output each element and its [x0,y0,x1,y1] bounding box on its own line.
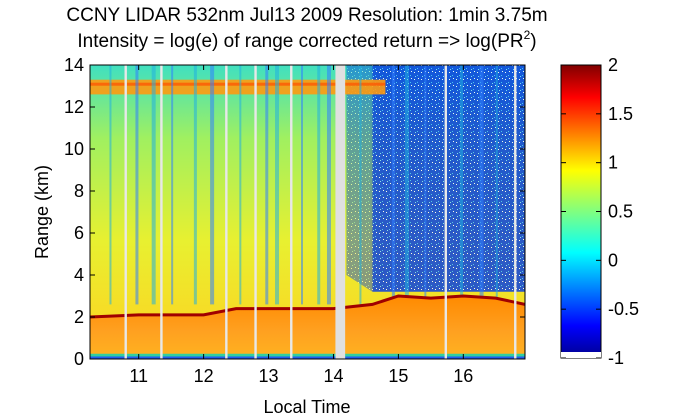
data-gap [514,65,517,359]
plot-frame [89,64,526,360]
x-axis-label: Local Time [263,397,350,417]
cloud-streak [317,65,321,305]
y-axis-label: Range (km) [32,165,52,259]
colorbar-tick-label: -1 [608,348,624,368]
noise-region [372,65,525,292]
x-axis: 11 12 13 14 15 16 [129,65,473,386]
y-tick-label: 10 [64,139,84,159]
y-tick-label: 0 [74,349,84,369]
title-line2-prefix: Intensity = log(e) of range corrected re… [77,31,523,52]
data-gap [254,65,257,359]
colorbar-tick-label: 1.5 [608,104,633,124]
cloud-streak [326,65,331,305]
y-tick-label: 12 [64,97,84,117]
cloud-streak [109,65,112,305]
data-gap [225,65,228,359]
y-tick-label: 4 [74,265,84,285]
surface-band-low [90,356,525,359]
cloud-streak [239,65,242,305]
colorbar-tick-label: 0.5 [608,202,633,222]
surface-band [90,353,525,359]
data-gap [444,65,447,359]
y-tick-label: 2 [74,307,84,327]
cloud-streak [135,65,139,305]
cloud-streak [460,65,464,305]
colorbar-tick-label: 0 [608,250,618,270]
cloud-streak [275,65,280,305]
cloud-streak [210,65,215,305]
cirrus-core [90,82,386,86]
x-tick-label: 16 [453,366,473,386]
cloud-streak [359,65,362,305]
data-gap [124,65,127,359]
title-line2-superscript: 2 [524,28,531,42]
cloud-streak [171,65,174,305]
cloud-streak [151,65,156,305]
chart-title-line1: CCNY LIDAR 532nm Jul13 2009 Resolution: … [66,5,547,26]
data-gap-wide [335,65,346,359]
y-tick-label: 8 [74,181,84,201]
cloud-streak [301,65,304,305]
boundary-layer [90,296,525,359]
cloud-streak [193,65,197,305]
cloud-streak [479,65,484,305]
title-line2-suffix: ) [530,31,536,52]
y-tick-label: 6 [74,223,84,243]
colorbar [560,64,602,359]
y-axis: 0 2 4 6 8 10 12 14 [64,55,525,369]
heatmap-image [90,65,525,359]
x-tick-label: 12 [194,366,214,386]
x-tick-label: 11 [129,366,148,386]
colorbar-tick-label: -0.5 [608,299,639,319]
chart-title-line2: Intensity = log(e) of range corrected re… [77,28,536,52]
cloud-streak [495,65,498,305]
cloud-streak [404,65,409,305]
cloud-streak [391,65,395,305]
y-tick-label: 14 [64,55,84,75]
cloud-streak [424,65,427,305]
data-gap [160,65,163,359]
cloud-streak [265,65,269,305]
x-tick-label: 13 [259,366,279,386]
colorbar-tick-label: 2 [608,55,618,75]
boundary-layer-top [90,294,525,319]
colorbar-bottom-band [561,352,601,358]
x-tick-label: 14 [323,366,343,386]
colorbar-tick-label: 1 [608,153,618,173]
colorbar-axis: 2 1.5 1 0.5 0 -0.5 -1 [561,55,639,368]
data-gap [290,65,293,359]
x-tick-label: 15 [388,366,408,386]
